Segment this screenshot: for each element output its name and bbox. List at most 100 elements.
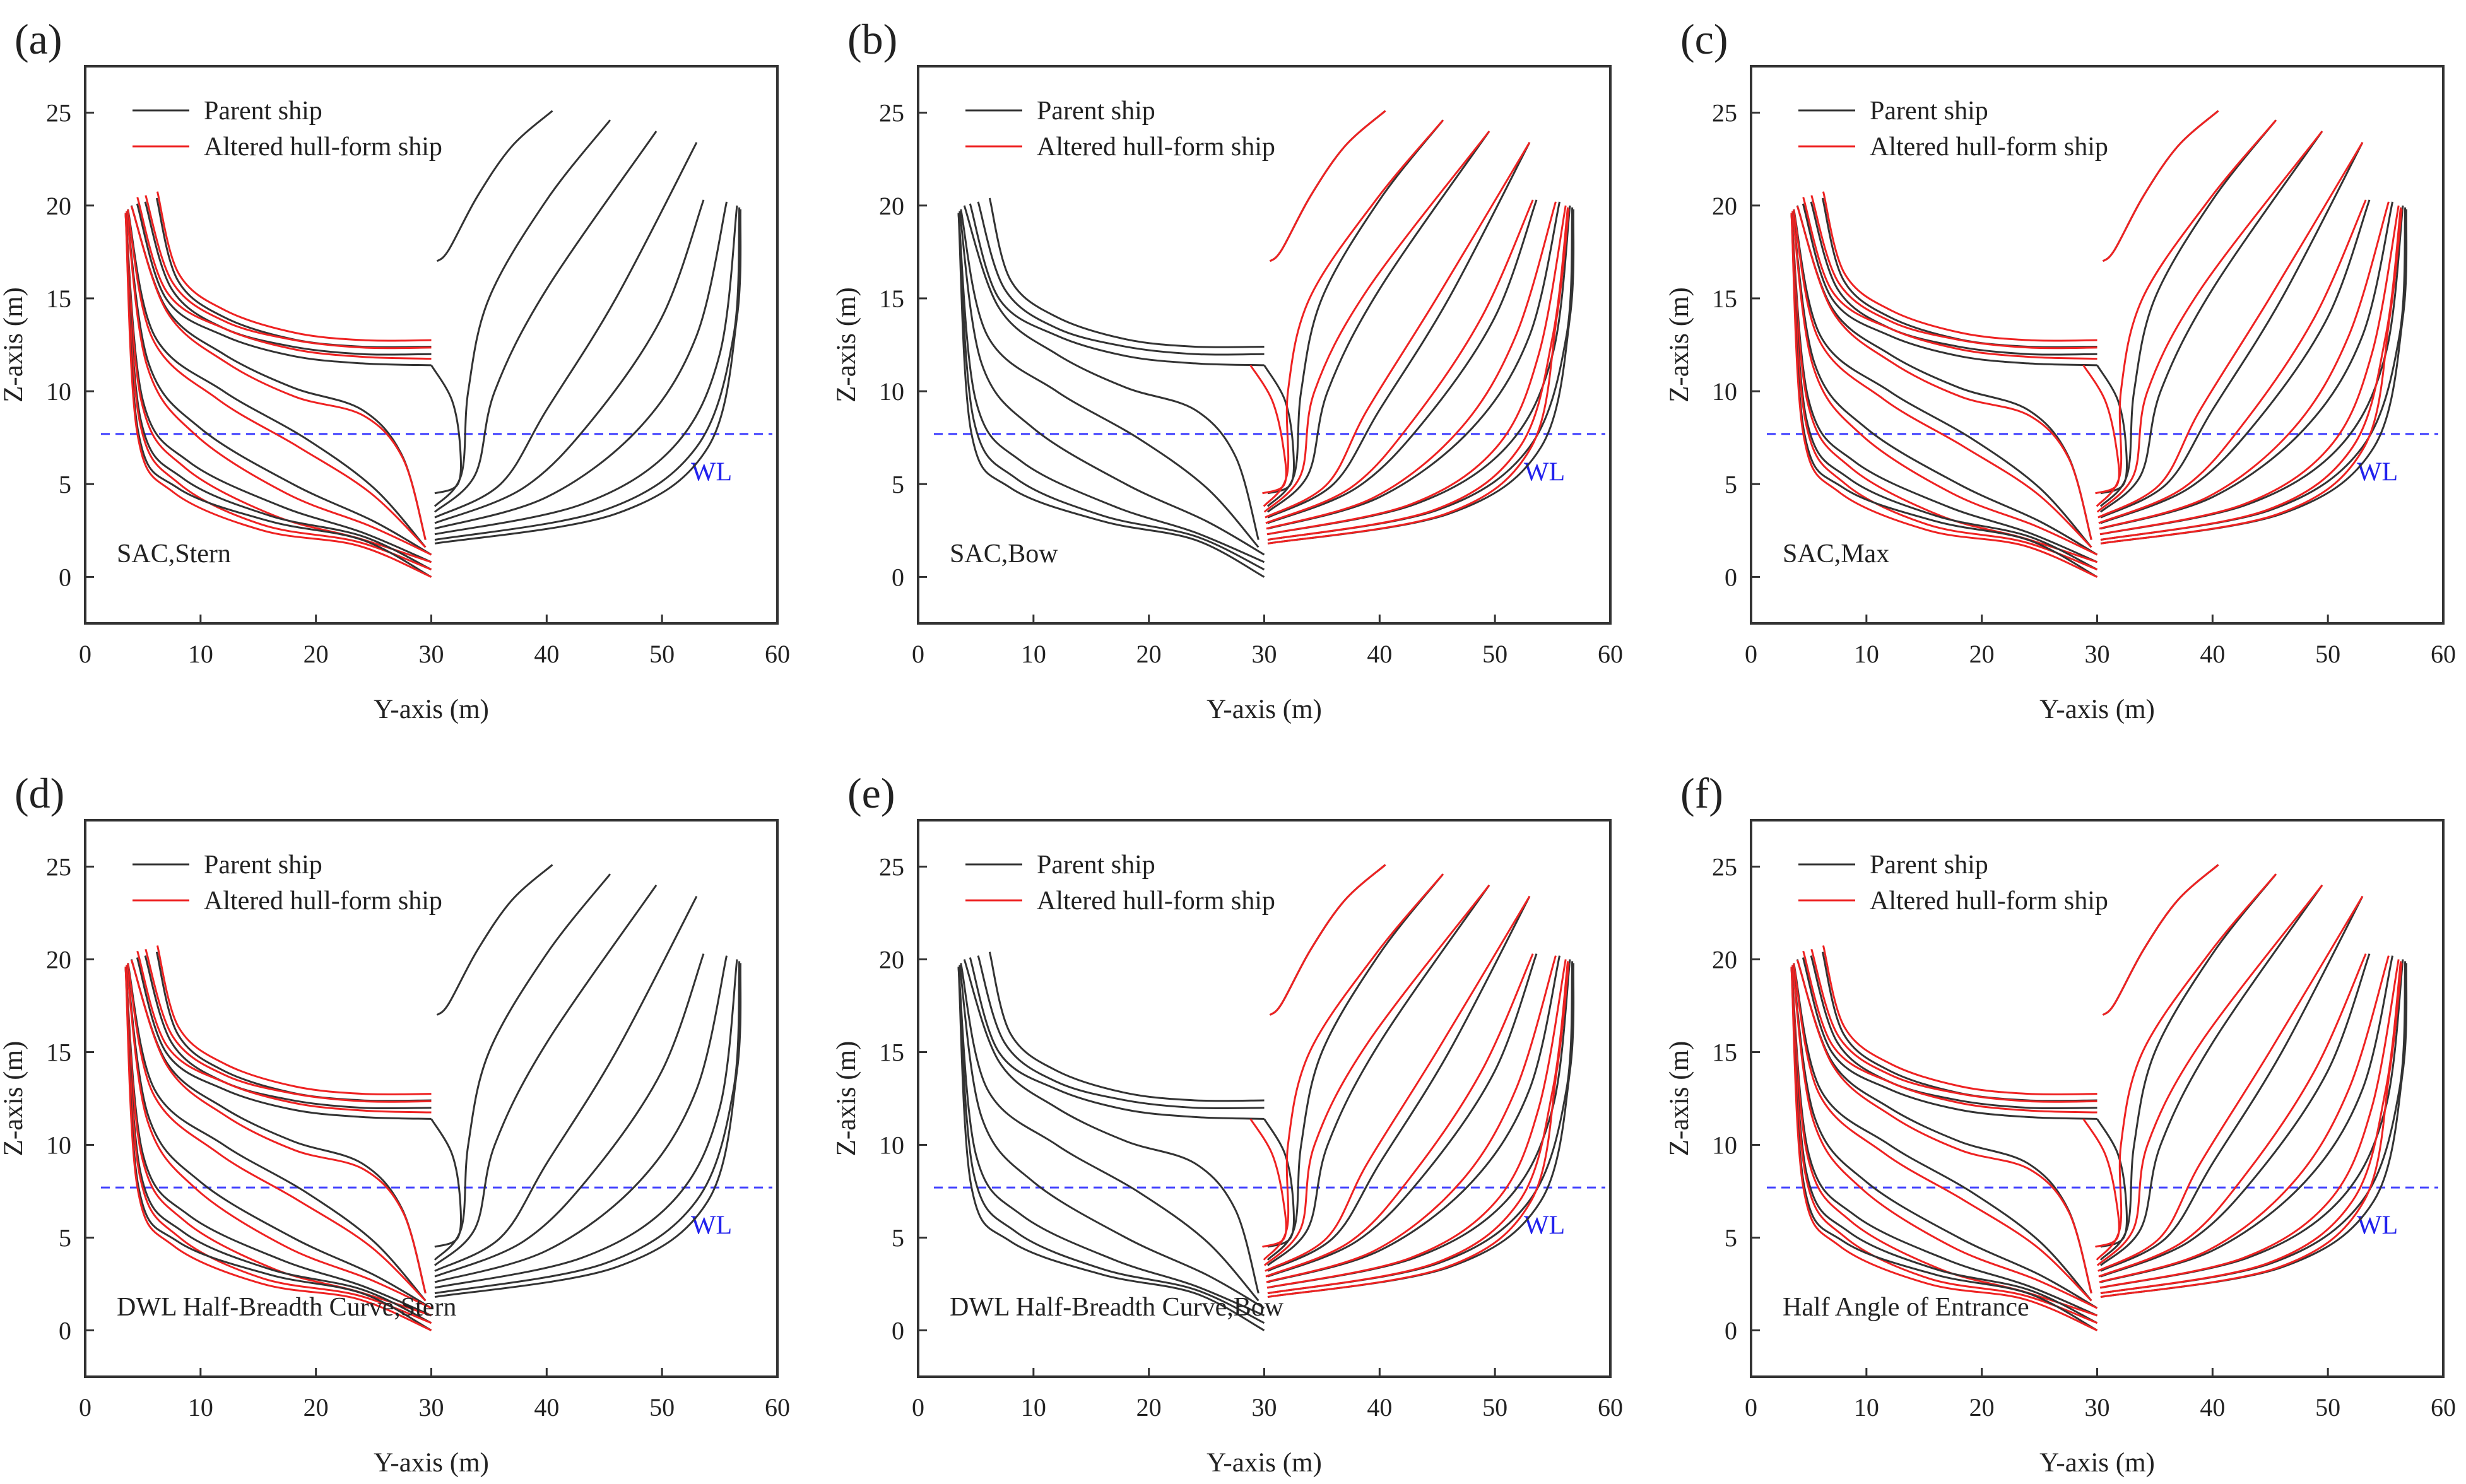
y-tick-label: 20 [1712,192,1737,220]
y-tick-label: 15 [1712,285,1737,313]
altered-station-stern [124,967,432,1331]
parent-station-bow [2099,119,2277,507]
altered-station-bow [1267,961,1569,1295]
altered-station-stern [156,945,432,1096]
altered-station-bow [1269,864,1386,1016]
altered-station-bow [1265,141,1531,519]
x-tick-label: 50 [649,1393,675,1422]
y-tick-label: 10 [879,377,904,406]
altered-station-bow [2096,119,2277,507]
y-tick-label: 25 [46,99,71,127]
parent-station-stern [1791,211,2098,556]
panel-annotation: DWL Half-Breadth Curve,Stern [117,1293,456,1322]
legend-label-altered: Altered hull-form ship [1870,132,2108,162]
x-tick-label: 0 [912,1393,924,1422]
x-tick-label: 10 [188,1393,213,1422]
parent-station-bow [434,207,741,541]
altered-station-bow [2102,864,2219,1016]
y-tick-label: 25 [879,853,904,881]
y-tick-label: 20 [879,192,904,220]
legend-label-altered: Altered hull-form ship [1870,886,2108,916]
y-axis-label: Z-axis (m) [0,1041,28,1157]
altered-station-bow [2102,110,2219,262]
altered-station-bow [2096,131,2323,513]
altered-station-stern [145,948,432,1103]
x-tick-label: 60 [2431,1393,2456,1422]
parent-station-stern [959,211,1265,556]
parent-station-stern [988,951,1265,1102]
altered-station-bow [2096,884,2323,1266]
parent-station-bow [1266,119,1444,507]
parent-station-bow [1267,209,1575,545]
parent-station-bow [2100,209,2408,545]
x-axis-label: Y-axis (m) [374,1448,489,1478]
altered-station-stern [145,195,432,350]
parent-station-bow [1263,365,1295,495]
x-tick-label: 30 [2085,640,2110,668]
altered-station-stern [1802,950,2097,1114]
x-tick-label: 30 [419,640,444,668]
x-tick-label: 50 [1482,640,1507,668]
altered-station-stern [1810,948,2097,1103]
legend-label-altered: Altered hull-form ship [1037,132,1275,162]
x-tick-label: 10 [1854,1393,1879,1422]
x-tick-label: 50 [1482,1393,1507,1422]
x-tick-label: 60 [765,1393,790,1422]
x-tick-label: 0 [79,1393,91,1422]
altered-station-stern [124,213,432,578]
altered-station-bow [1269,110,1386,262]
x-tick-label: 10 [188,640,213,668]
legend-label-parent: Parent ship [1037,851,1155,880]
parent-station-bow [434,953,705,1278]
parent-station-bow [1267,141,1531,519]
altered-station-bow [2082,365,2120,495]
x-tick-label: 20 [1969,1393,1995,1422]
x-tick-label: 30 [419,1393,444,1422]
x-tick-label: 20 [304,640,329,668]
parent-station-stern [963,205,1260,540]
altered-station-stern [136,950,432,1114]
y-tick-label: 5 [1725,470,1737,498]
parent-station-bow [434,873,611,1261]
parent-station-bow [2100,895,2364,1272]
parent-station-stern [957,213,1265,570]
parent-station-stern [957,213,1265,578]
altered-station-stern [1792,209,2092,548]
y-tick-label: 15 [879,1039,904,1067]
altered-station-stern [1822,945,2097,1096]
parent-station-bow [434,961,741,1295]
parent-station-bow [2096,1118,2128,1248]
x-axis-label: Y-axis (m) [2039,695,2155,724]
altered-station-stern [1790,213,2098,578]
parent-station-bow [2099,131,2323,513]
parent-station-bow [1267,961,1574,1295]
parent-station-bow [1267,953,1538,1278]
legend-label-altered: Altered hull-form ship [204,132,442,162]
panel-annotation: Half Angle of Entrance [1783,1293,2029,1322]
parent-station-bow [2096,365,2128,495]
y-tick-label: 20 [879,946,904,974]
parent-station-bow [434,119,611,507]
x-tick-label: 50 [649,640,675,668]
legend-label-parent: Parent ship [1870,97,1988,126]
parent-station-bow [434,895,698,1272]
parent-station-bow [2099,873,2277,1261]
altered-station-bow [1265,199,1534,524]
altered-station-bow [2097,895,2364,1272]
altered-station-stern [1810,195,2097,350]
panel-annotation: DWL Half-Breadth Curve,Bow [950,1293,1284,1322]
parent-station-bow [2100,961,2407,1295]
parent-station-stern [969,957,1265,1120]
parent-station-bow [1266,131,1490,513]
altered-station-bow [1263,119,1444,507]
altered-station-stern [126,965,432,1309]
x-tick-label: 40 [534,1393,559,1422]
x-tick-label: 60 [1598,1393,1623,1422]
y-tick-label: 0 [59,1317,71,1345]
parent-station-stern [1793,963,2092,1302]
parent-station-stern [960,209,1260,548]
x-tick-label: 40 [534,640,559,668]
legend-label-altered: Altered hull-form ship [1037,886,1275,916]
parent-station-bow [1267,963,1575,1298]
altered-station-bow [2100,209,2403,545]
